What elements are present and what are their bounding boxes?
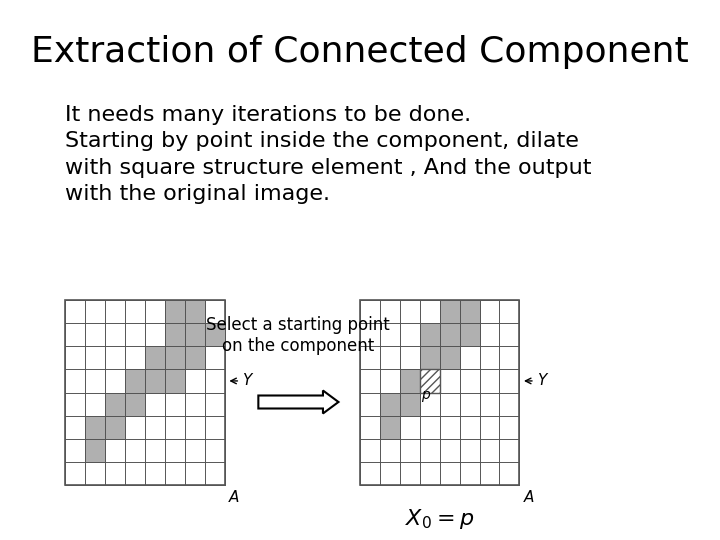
Bar <box>440 323 459 346</box>
Bar <box>185 323 204 346</box>
Bar <box>145 369 165 393</box>
Bar <box>165 323 185 346</box>
Bar <box>85 416 105 438</box>
Bar <box>400 393 420 416</box>
Bar <box>125 393 145 416</box>
Bar <box>165 346 185 369</box>
Bar <box>420 323 440 346</box>
FancyArrow shape <box>258 390 338 414</box>
Text: A: A <box>229 490 240 505</box>
Bar <box>380 393 400 416</box>
Bar <box>66 300 225 485</box>
Bar <box>420 346 440 369</box>
Bar <box>165 369 185 393</box>
Bar <box>459 300 480 323</box>
Text: A: A <box>523 490 534 505</box>
Bar <box>459 323 480 346</box>
Text: $p$: $p$ <box>421 389 432 404</box>
Text: Select a starting point
on the component: Select a starting point on the component <box>206 316 390 355</box>
Bar <box>105 416 125 438</box>
Text: Y: Y <box>242 374 251 388</box>
Bar <box>360 300 519 485</box>
Bar <box>380 416 400 438</box>
Bar <box>440 346 459 369</box>
Text: Y: Y <box>536 374 546 388</box>
Text: $X_0 = p$: $X_0 = p$ <box>405 507 474 531</box>
Bar <box>125 369 145 393</box>
Bar <box>420 369 440 393</box>
Bar <box>400 369 420 393</box>
Bar <box>204 323 225 346</box>
Bar <box>165 300 185 323</box>
Bar <box>105 393 125 416</box>
Bar <box>440 300 459 323</box>
Bar <box>145 346 165 369</box>
Text: It needs many iterations to be done.
Starting by point inside the component, dil: It needs many iterations to be done. Sta… <box>66 105 592 204</box>
Bar <box>185 300 204 323</box>
Text: Extraction of Connected Component: Extraction of Connected Component <box>31 35 689 69</box>
Bar <box>185 346 204 369</box>
Bar <box>85 438 105 462</box>
